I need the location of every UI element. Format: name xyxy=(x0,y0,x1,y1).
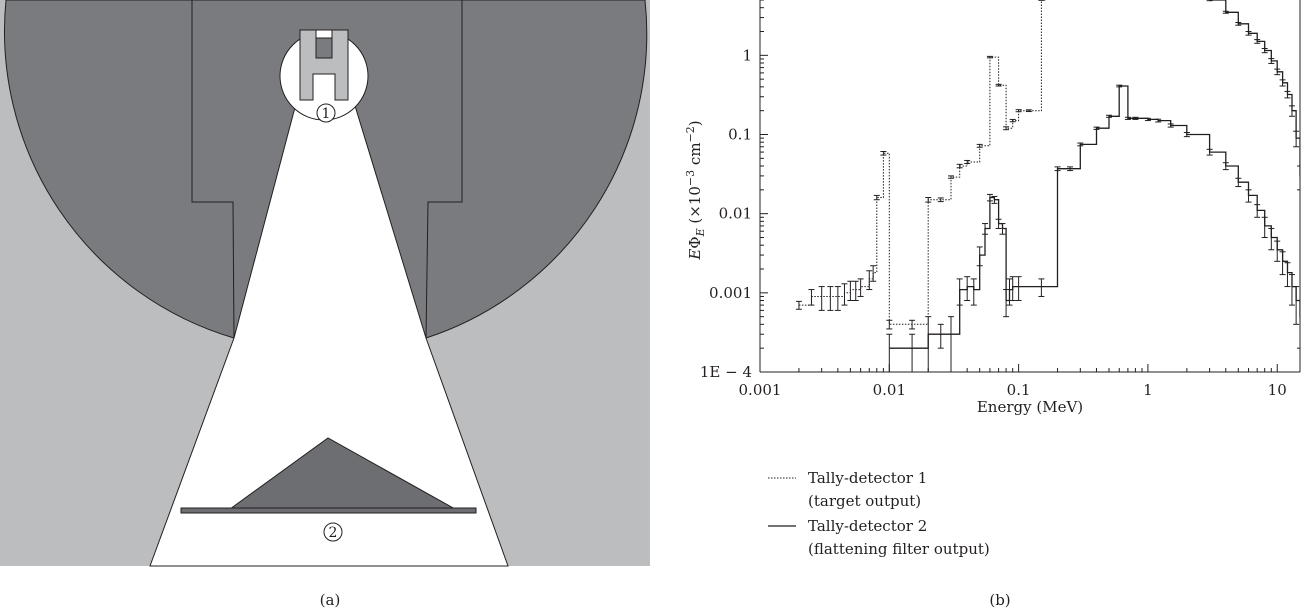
marker-2-label: 2 xyxy=(329,525,338,541)
y-axis-symbol-phi: Φ xyxy=(686,236,704,248)
y-axis-exp2: −2 xyxy=(684,126,697,142)
y-axis-unit: cm xyxy=(686,142,704,169)
y-tick-label: 0.1 xyxy=(728,126,752,144)
target-block xyxy=(299,29,349,101)
x-tick-label: 0.001 xyxy=(739,381,782,399)
x-tick-label: 1 xyxy=(1143,381,1153,399)
panel-a-label: (a) xyxy=(320,591,341,609)
y-axis-close: ) xyxy=(686,120,704,126)
x-tick-label: 0.1 xyxy=(1007,381,1031,399)
legend-entry-2-sub: (flattening filter output) xyxy=(808,540,990,558)
series-1-line xyxy=(798,0,1046,325)
filter-base-plate xyxy=(180,507,477,514)
legend-entry-1-sub: (target output) xyxy=(808,492,921,510)
x-tick-label: 0.01 xyxy=(873,381,906,399)
target-core-cap xyxy=(315,29,333,39)
plot-area xyxy=(795,0,1300,372)
y-tick-label: 1 xyxy=(742,46,752,64)
marker-1-label: 1 xyxy=(322,106,331,122)
legend-entry-1: Tally-detector 1 xyxy=(808,469,927,487)
y-tick-label: 0.01 xyxy=(719,205,752,223)
panel-a-diagram: 1 2 (a) xyxy=(0,0,650,609)
x-axis-title: Energy (MeV) xyxy=(977,398,1083,416)
panel-b-label: (b) xyxy=(989,591,1010,609)
y-tick-label: 0.001 xyxy=(709,284,752,302)
y-axis-symbol-e: E xyxy=(686,249,704,261)
y-axis-exp1: −3 xyxy=(684,170,697,186)
y-axis-title: EΦE (×10−3 cm−2) xyxy=(684,120,707,260)
marker-1: 1 xyxy=(316,103,336,123)
collimator-step-line xyxy=(191,0,463,339)
series-3-line xyxy=(1209,0,1300,177)
y-tick-label: 1E − 4 xyxy=(700,363,752,381)
y-axis-open: (×10 xyxy=(686,186,704,228)
target-core xyxy=(315,37,333,59)
y-axis-symbol-sub: E xyxy=(694,228,707,237)
axes-frame xyxy=(759,0,1301,373)
legend: Tally-detector 1 (target output) Tally-d… xyxy=(768,469,990,558)
x-tick-label: 10 xyxy=(1268,381,1287,399)
marker-2: 2 xyxy=(323,522,343,542)
legend-entry-2: Tally-detector 2 xyxy=(808,517,927,535)
series-2-line xyxy=(889,85,1300,349)
